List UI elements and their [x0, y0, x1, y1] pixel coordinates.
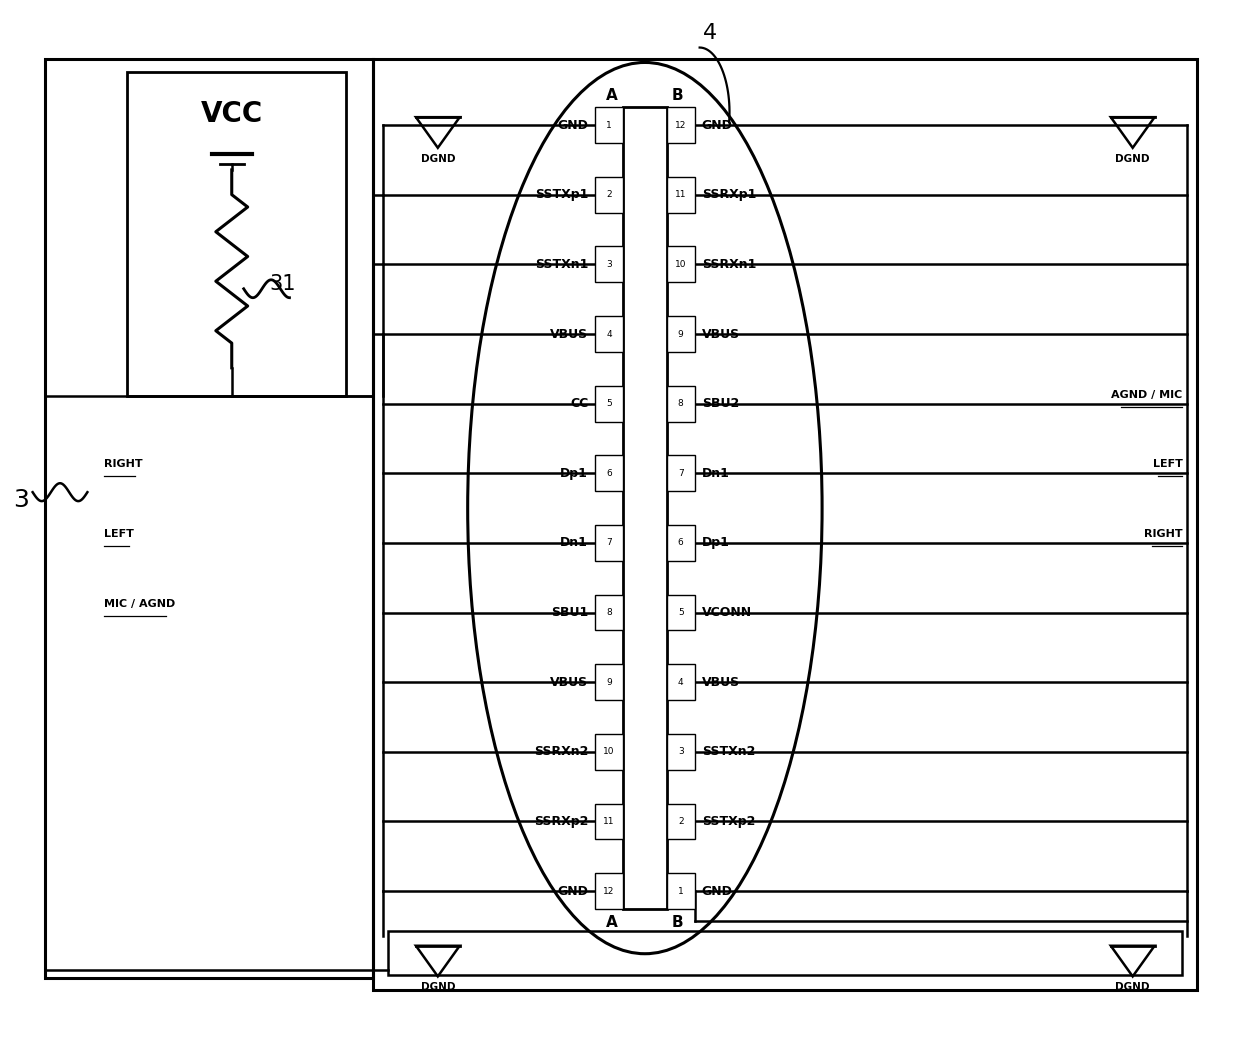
Text: 12: 12 — [604, 887, 615, 895]
Text: MIC / AGND: MIC / AGND — [104, 599, 176, 609]
Text: VBUS: VBUS — [551, 328, 588, 341]
Text: 4: 4 — [703, 23, 717, 43]
Text: 10: 10 — [604, 747, 615, 757]
Text: SBU1: SBU1 — [551, 606, 588, 619]
Text: DGND: DGND — [420, 983, 455, 992]
Text: 11: 11 — [675, 190, 687, 200]
Text: 11: 11 — [604, 817, 615, 826]
Text: RIGHT: RIGHT — [1143, 529, 1183, 539]
Text: DGND: DGND — [420, 153, 455, 164]
Text: SSRXn1: SSRXn1 — [702, 257, 756, 271]
Text: VBUS: VBUS — [702, 328, 740, 341]
Text: Dp1: Dp1 — [560, 467, 588, 479]
Text: 1: 1 — [678, 887, 683, 895]
Bar — [667, 664, 694, 700]
Text: SSTXn1: SSTXn1 — [534, 257, 588, 271]
Bar — [595, 247, 622, 283]
Text: 31: 31 — [269, 273, 296, 294]
Text: GND: GND — [557, 885, 588, 898]
Text: 10: 10 — [675, 260, 687, 269]
Text: 3: 3 — [678, 747, 683, 757]
Bar — [595, 664, 622, 700]
Bar — [595, 873, 622, 909]
Text: RIGHT: RIGHT — [104, 459, 143, 470]
Text: GND: GND — [702, 119, 733, 131]
Bar — [388, 931, 1183, 974]
Text: VCONN: VCONN — [702, 606, 751, 619]
Text: 8: 8 — [678, 399, 683, 408]
Bar — [595, 316, 622, 352]
Text: CC: CC — [570, 397, 588, 410]
Text: 2: 2 — [606, 190, 611, 200]
Text: 4: 4 — [678, 678, 683, 686]
Bar — [667, 316, 694, 352]
Text: 9: 9 — [678, 330, 683, 338]
Text: 1: 1 — [606, 121, 611, 129]
Bar — [667, 804, 694, 840]
Text: B: B — [672, 88, 683, 103]
Bar — [373, 60, 1198, 990]
Text: DGND: DGND — [1116, 983, 1149, 992]
Text: SSRXp1: SSRXp1 — [702, 188, 756, 201]
Text: SSRXp2: SSRXp2 — [533, 815, 588, 828]
Text: GND: GND — [557, 119, 588, 131]
Text: 5: 5 — [678, 609, 683, 617]
Bar — [45, 60, 373, 977]
Text: VBUS: VBUS — [702, 676, 740, 688]
Text: 5: 5 — [606, 399, 611, 408]
Text: LEFT: LEFT — [1153, 459, 1183, 470]
Text: A: A — [606, 88, 618, 103]
Text: 2: 2 — [678, 817, 683, 826]
Text: 6: 6 — [678, 538, 683, 548]
Text: VCC: VCC — [201, 100, 263, 128]
Text: 7: 7 — [606, 538, 611, 548]
Text: SSTXp1: SSTXp1 — [534, 188, 588, 201]
Text: A: A — [606, 915, 618, 930]
Text: 6: 6 — [606, 469, 611, 478]
Bar — [667, 873, 694, 909]
Bar — [667, 734, 694, 769]
Bar — [595, 455, 622, 491]
Bar — [128, 73, 346, 395]
Text: SBU2: SBU2 — [702, 397, 739, 410]
Bar — [667, 526, 694, 561]
Bar — [595, 595, 622, 631]
Bar — [595, 386, 622, 421]
Bar — [595, 177, 622, 212]
Text: Dp1: Dp1 — [702, 536, 729, 550]
Bar — [667, 247, 694, 283]
Bar — [667, 177, 694, 212]
Text: LEFT: LEFT — [104, 529, 134, 539]
Text: 3: 3 — [606, 260, 611, 269]
Text: 3: 3 — [12, 488, 29, 512]
Bar — [595, 804, 622, 840]
Text: SSTXn2: SSTXn2 — [702, 745, 755, 759]
Text: 8: 8 — [606, 609, 611, 617]
Bar — [667, 595, 694, 631]
Text: B: B — [672, 915, 683, 930]
Bar — [667, 455, 694, 491]
Text: AGND / MIC: AGND / MIC — [1111, 390, 1183, 399]
Text: SSRXn2: SSRXn2 — [533, 745, 588, 759]
Bar — [595, 107, 622, 143]
Bar — [667, 107, 694, 143]
Text: 4: 4 — [606, 330, 611, 338]
Text: GND: GND — [702, 885, 733, 898]
Text: 9: 9 — [606, 678, 611, 686]
Text: DGND: DGND — [1116, 153, 1149, 164]
Text: Dn1: Dn1 — [702, 467, 729, 479]
Text: SSTXp2: SSTXp2 — [702, 815, 755, 828]
Text: VBUS: VBUS — [551, 676, 588, 688]
Bar — [595, 734, 622, 769]
Bar — [667, 386, 694, 421]
Text: 7: 7 — [678, 469, 683, 478]
Bar — [622, 107, 667, 909]
Text: 12: 12 — [675, 121, 687, 129]
Text: Dn1: Dn1 — [560, 536, 588, 550]
Bar — [595, 526, 622, 561]
